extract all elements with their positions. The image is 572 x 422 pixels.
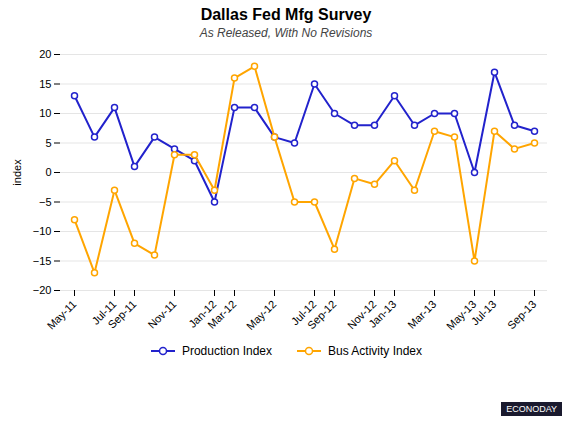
- svg-text:May-13: May-13: [444, 297, 479, 333]
- svg-text:Sep-11: Sep-11: [105, 298, 138, 331]
- svg-text:−15: −15: [33, 255, 52, 267]
- svg-text:−20: −20: [33, 284, 52, 296]
- svg-text:Jul-11: Jul-11: [89, 297, 119, 327]
- html-text:Bus Activity Index: Bus Activity Index: [328, 344, 422, 358]
- svg-text:Sep-13: Sep-13: [505, 298, 539, 332]
- html-text:Production Index: Production Index: [181, 344, 272, 358]
- svg-text:10: 10: [39, 107, 51, 119]
- svg-text:index: index: [11, 159, 23, 186]
- svg-text:15: 15: [39, 78, 51, 90]
- svg-text:−5: −5: [39, 196, 52, 208]
- html-text:As Released, With No Revisions: As Released, With No Revisions: [199, 26, 373, 40]
- html-text:Dallas Fed Mfg Survey: Dallas Fed Mfg Survey: [200, 6, 372, 23]
- svg-text:0: 0: [45, 166, 51, 178]
- svg-text:May-11: May-11: [45, 298, 79, 332]
- svg-text:Nov-11: Nov-11: [145, 298, 178, 331]
- svg-text:Jul-12: Jul-12: [288, 297, 319, 328]
- svg-text:Jan-12: Jan-12: [186, 297, 219, 330]
- svg-text:−10: −10: [33, 225, 52, 237]
- svg-text:Nov-12: Nov-12: [344, 297, 379, 332]
- html-text:ECONODAY: ECONODAY: [506, 404, 557, 414]
- svg-text:5: 5: [45, 137, 51, 149]
- svg-text:Mar-12: Mar-12: [205, 298, 238, 331]
- svg-text:20: 20: [39, 48, 51, 60]
- svg-text:Jan-13: Jan-13: [366, 298, 398, 330]
- svg-text:Sep-12: Sep-12: [305, 298, 339, 332]
- svg-text:Jul-13: Jul-13: [469, 298, 499, 328]
- svg-text:Mar-13: Mar-13: [405, 298, 438, 331]
- svg-text:May-12: May-12: [244, 298, 278, 332]
